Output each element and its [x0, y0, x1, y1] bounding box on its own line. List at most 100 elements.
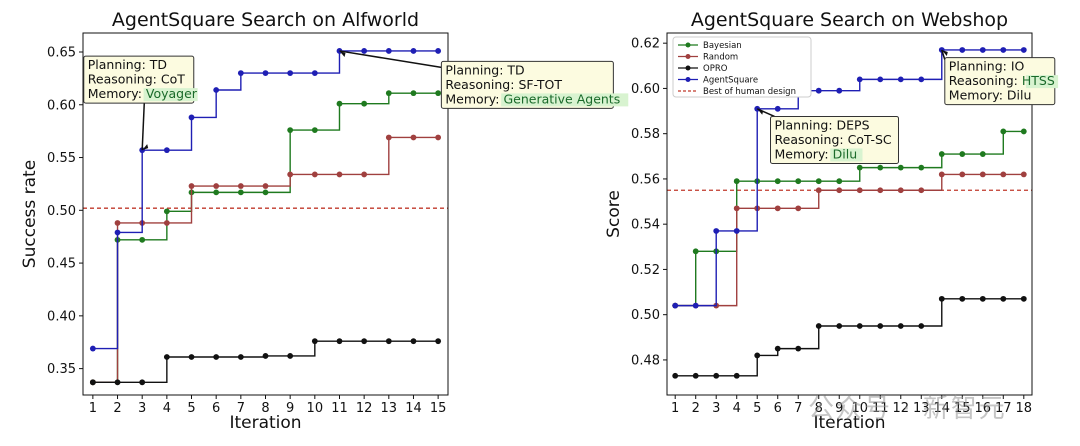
data-point — [163, 354, 170, 360]
annotation-line: Reasoning: HTSS — [949, 73, 1055, 88]
data-point — [311, 70, 318, 77]
legend-marker — [685, 77, 691, 82]
x-tick-label: 10 — [307, 401, 324, 416]
data-point — [287, 70, 294, 77]
x-tick-label: 13 — [913, 401, 930, 416]
data-point — [918, 76, 925, 83]
y-tick-label: 0.62 — [631, 37, 660, 52]
annotation-value-highlight: Voyager — [146, 86, 198, 101]
series-blue — [89, 48, 442, 352]
arrowhead — [142, 144, 149, 151]
data-point — [836, 323, 843, 329]
x-tick-label: 18 — [1016, 401, 1033, 416]
data-point — [336, 100, 343, 107]
x-tick-label: 7 — [237, 401, 245, 416]
y-tick-label: 0.45 — [47, 257, 76, 272]
data-point — [213, 189, 220, 196]
legend-marker — [685, 42, 691, 48]
annotation-line: Reasoning: CoT — [88, 72, 185, 87]
data-point — [361, 171, 368, 178]
y-axis-label: Success rate — [20, 160, 40, 268]
x-tick-label: 4 — [163, 401, 171, 416]
data-point — [385, 90, 392, 97]
x-tick-label: 5 — [753, 401, 761, 416]
data-point — [262, 353, 269, 359]
y-tick-label: 0.60 — [47, 98, 76, 113]
data-point — [795, 178, 802, 185]
annotation-value: DEPS — [837, 117, 870, 132]
y-tick-label: 0.65 — [47, 45, 76, 60]
data-point — [1000, 47, 1007, 53]
data-point — [287, 353, 294, 359]
series-black — [672, 295, 1027, 379]
annotation-value: CoT-SC — [848, 132, 892, 147]
annotation-key: Memory: — [775, 146, 833, 161]
annotation-key: Planning: — [949, 59, 1011, 74]
x-tick-label: 16 — [975, 401, 992, 416]
data-point — [672, 302, 679, 309]
data-point — [410, 134, 417, 141]
data-point — [815, 323, 822, 329]
data-point — [918, 187, 925, 194]
data-point — [385, 338, 392, 345]
annotation-key: Reasoning: — [88, 72, 161, 87]
data-point — [733, 178, 740, 185]
data-point — [385, 48, 392, 54]
data-point — [938, 151, 945, 157]
series-line-green — [675, 130, 1024, 307]
data-point — [89, 379, 96, 386]
data-point — [188, 183, 195, 189]
annotation-value-highlight: Generative Agents — [503, 91, 620, 106]
data-point — [435, 48, 442, 54]
data-point — [877, 164, 884, 171]
annotation-line: Memory: Voyager — [88, 86, 198, 101]
legend-box — [672, 36, 812, 98]
data-point — [774, 105, 781, 112]
x-tick-label: 5 — [187, 401, 195, 416]
data-point — [435, 90, 442, 97]
data-point — [435, 134, 442, 141]
x-tick-label: 6 — [774, 401, 782, 416]
x-tick-label: 7 — [794, 401, 802, 416]
annotation-key: Memory: — [88, 86, 146, 101]
highlight-bg — [1025, 75, 1059, 89]
data-point — [139, 379, 146, 386]
data-point — [692, 248, 699, 255]
legend-label: OPRO — [703, 64, 728, 74]
data-point — [336, 171, 343, 178]
series-line-blue — [92, 50, 439, 350]
data-point — [1000, 171, 1007, 178]
x-tick-label: 11 — [872, 401, 889, 416]
y-axis-label: Score — [604, 190, 624, 238]
annotation-value: TD — [149, 57, 167, 72]
y-tick-label: 0.55 — [47, 151, 76, 166]
data-point — [856, 323, 863, 329]
data-point — [410, 338, 417, 345]
data-point — [938, 171, 945, 178]
annotation-line: Planning: TD — [445, 62, 524, 77]
data-point — [262, 189, 269, 196]
data-point — [897, 323, 904, 329]
data-point — [385, 134, 392, 141]
x-tick-label: 11 — [331, 401, 348, 416]
chart-title: AgentSquare Search on Webshop — [691, 9, 1008, 31]
annotation-line: Reasoning: SF-TOT — [445, 77, 562, 92]
data-point — [213, 183, 220, 189]
data-point — [237, 189, 244, 196]
data-point — [163, 220, 170, 226]
annotation-value: IO — [1011, 59, 1025, 74]
x-tick-label: 3 — [138, 401, 146, 416]
y-tick-label: 0.50 — [47, 204, 76, 219]
data-point — [877, 323, 884, 329]
annotation-arrow — [941, 49, 946, 60]
data-point — [410, 48, 417, 54]
data-point — [114, 379, 121, 386]
data-point — [733, 205, 740, 212]
y-tick-label: 0.60 — [631, 82, 660, 97]
x-tick-label: 13 — [381, 401, 398, 416]
highlight-bg — [501, 93, 629, 107]
